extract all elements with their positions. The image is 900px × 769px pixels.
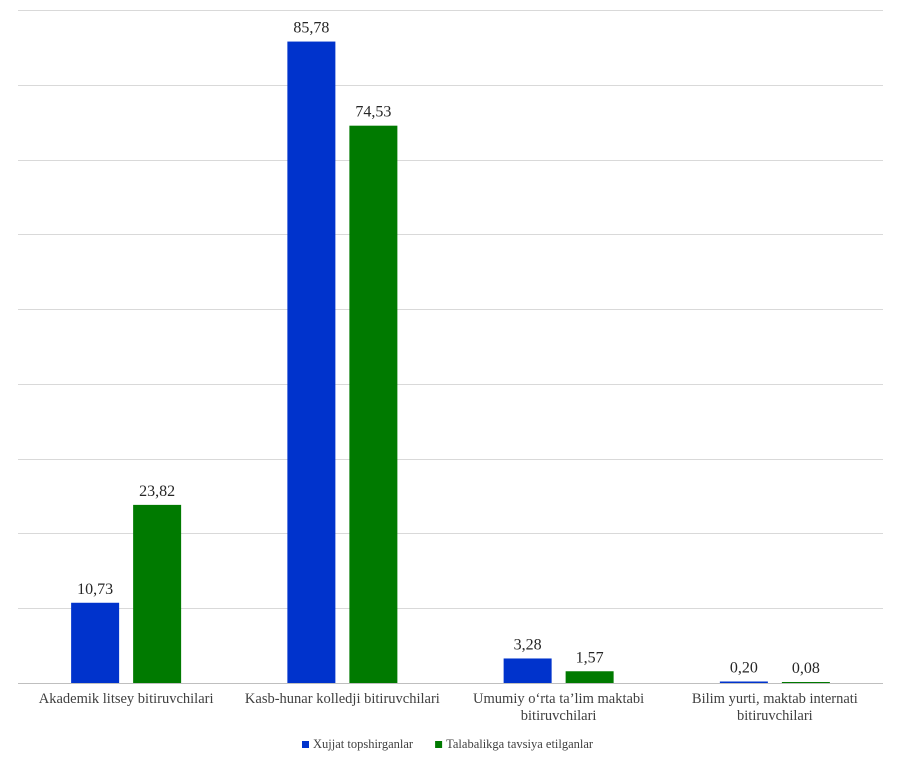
category-label: Bilim yurti, maktab internati (692, 691, 858, 707)
bar-tavsiya-4 (781, 682, 830, 683)
bar-xujjat-2 (287, 41, 336, 684)
data-label: 1,57 (576, 649, 604, 666)
bar-tavsiya-2 (349, 125, 398, 684)
data-label: 23,82 (139, 483, 175, 500)
bar-tavsiya-1 (133, 504, 182, 683)
data-label: 0,08 (792, 660, 820, 677)
legend-label: Xujjat topshirganlar (313, 737, 414, 751)
category-label: Akademik litsey bitiruvchilari (39, 691, 214, 707)
bar-xujjat-1 (71, 602, 120, 683)
bar-tavsiya-3 (565, 671, 614, 683)
bars (71, 41, 830, 684)
category-label: bitiruvchilari (737, 708, 813, 724)
data-label: 0,20 (730, 660, 758, 677)
category-labels: Akademik litsey bitiruvchilari Kasb-hunar… (39, 691, 858, 724)
data-label: 74,53 (355, 104, 391, 121)
category-label: Umumiy o‘rta ta’lim maktabi (473, 691, 644, 707)
data-label: 85,78 (293, 20, 329, 37)
data-label: 3,28 (514, 636, 542, 653)
bar-xujjat-4 (719, 681, 768, 683)
legend-label: Talabalikga tavsiya etilganlar (446, 737, 594, 751)
bar-xujjat-3 (503, 658, 552, 683)
legend: Xujjat topshirganlar Talabalikga tavsiya … (302, 737, 594, 751)
legend-swatch (435, 741, 443, 748)
category-label: Kasb-hunar kolledji bitiruvchilari (245, 691, 440, 707)
data-label: 10,73 (77, 581, 113, 598)
legend-swatch (302, 741, 309, 748)
data-labels: 10,73 23,82 85,78 74,53 3,28 1,57 0,20 0,08 (77, 20, 820, 677)
category-label: bitiruvchilari (521, 708, 597, 724)
